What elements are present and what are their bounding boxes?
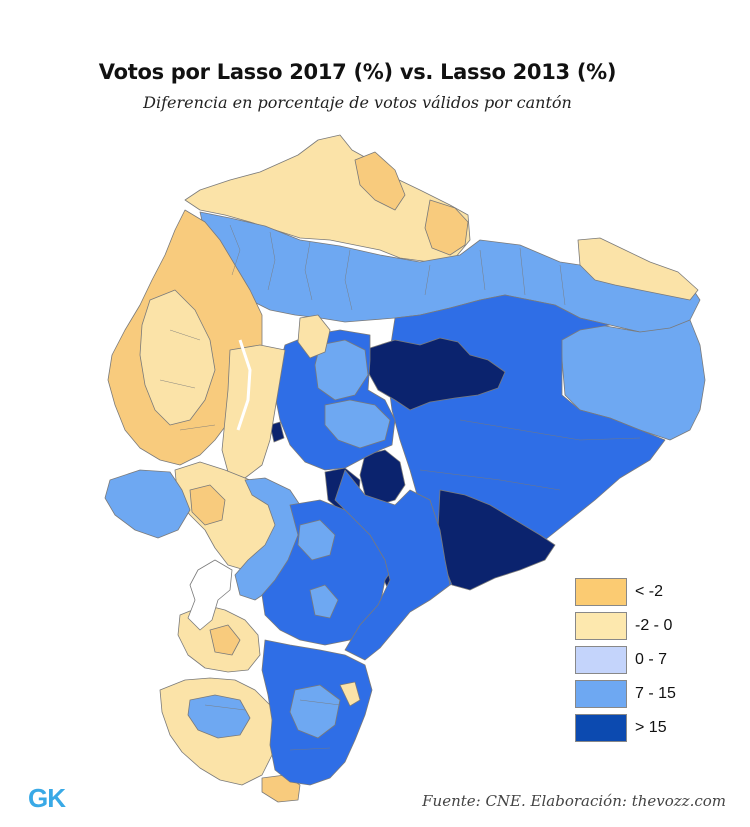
region-orellana (559, 319, 706, 441)
region-sucumbios-cream (577, 237, 699, 301)
region-moronasantiago (334, 469, 451, 661)
region-cotopaxi-navy (269, 421, 285, 443)
legend-swatch (575, 646, 627, 674)
region-zamora-light (289, 684, 341, 739)
region-cotopaxi-light (324, 399, 391, 449)
region-loja-lightblue (187, 694, 251, 739)
legend-swatch (575, 680, 627, 708)
gulf-of-guayaquil (187, 559, 233, 631)
region-tungurahua-navy (359, 449, 406, 506)
region-imbabura-orange (424, 199, 469, 256)
legend-item-0-7: 0 - 7 (575, 646, 725, 676)
region-losrios (221, 344, 286, 479)
region-quito-light (314, 339, 369, 401)
map-subtitle: Diferencia en porcentaje de votos válido… (143, 93, 572, 112)
legend-label: 0 - 7 (635, 651, 668, 668)
source-credit: Fuente: CNE. Elaboración: thevozz.com (422, 792, 726, 810)
region-guayas-orange (189, 484, 226, 526)
legend-label: > 15 (635, 719, 667, 736)
region-morona-cream (339, 681, 361, 707)
gk-logo: GK (28, 783, 66, 813)
legend-swatch (575, 578, 627, 606)
legend-swatch (575, 714, 627, 742)
region-santodomingo-cream (297, 314, 331, 359)
region-eloro-orange (209, 624, 241, 656)
legend-item-gt-15: > 15 (575, 714, 725, 744)
legend-label: < -2 (635, 583, 664, 600)
legend-label: -2 - 0 (635, 617, 673, 634)
region-manabi-cream (139, 289, 216, 426)
legend-label: 7 - 15 (635, 685, 676, 702)
region-canar-light (297, 519, 336, 561)
legend-swatch (575, 612, 627, 640)
legend-item-7-15: 7 - 15 (575, 680, 725, 710)
map-title: Votos por Lasso 2017 (%) vs. Lasso 2013 … (98, 60, 617, 84)
region-santaelena (104, 469, 191, 539)
region-azuay-light (309, 584, 339, 619)
legend-item-lt-minus-2: < -2 (575, 578, 725, 608)
river-daule (236, 339, 252, 431)
region-napo-navy (367, 337, 506, 411)
region-carchi (354, 151, 406, 211)
legend-item-minus-2-0: -2 - 0 (575, 612, 725, 642)
